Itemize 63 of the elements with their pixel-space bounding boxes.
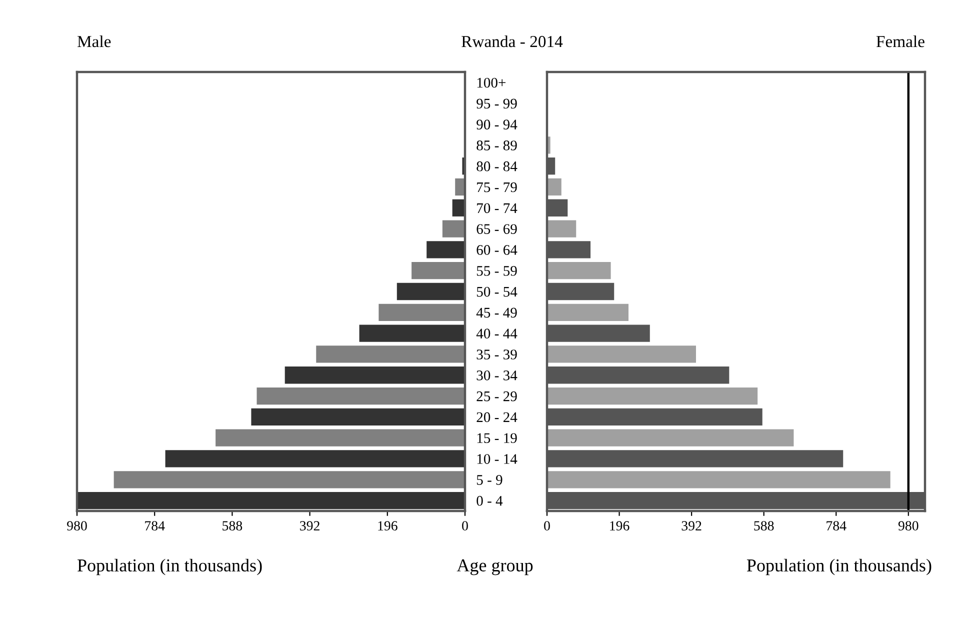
y-tick-label: 60 - 64 — [476, 245, 518, 255]
x-tick-label: 588 — [754, 521, 774, 530]
x-tick-label: 196 — [610, 521, 630, 530]
x-axis-title: Population (in thousands) — [746, 558, 932, 576]
bar — [216, 429, 465, 446]
bar — [426, 241, 465, 258]
text: Female — [876, 35, 924, 48]
y-tick-label: 20 - 24 — [476, 412, 518, 422]
bar — [251, 408, 465, 426]
x-tick-label: 588 — [222, 521, 242, 530]
bar — [547, 304, 628, 321]
y-tick-label: 25 - 29 — [476, 391, 517, 402]
y-tick-label: 80 - 84 — [476, 161, 518, 172]
y-tick-label: 15 - 19 — [477, 433, 517, 444]
x-tick-label: 980 — [67, 521, 87, 530]
bar — [114, 471, 465, 488]
x-axis-title: Population (in thousands) — [78, 558, 262, 576]
x-tick-label: 392 — [300, 521, 320, 530]
bar — [455, 178, 465, 196]
bar — [378, 304, 465, 321]
y-tick-label: 45 - 49 — [476, 308, 517, 318]
x-tick-label: 196 — [378, 521, 398, 530]
bar — [547, 220, 576, 238]
bar — [442, 220, 465, 238]
bar — [165, 450, 465, 468]
y-tick-label: 5 - 9 — [476, 475, 502, 485]
bar — [359, 324, 465, 342]
y-tick-label: 0 - 4 — [476, 496, 503, 506]
bar — [547, 178, 562, 196]
bar — [316, 346, 465, 363]
x-tick-label: 392 — [682, 521, 702, 530]
y-tick-label: 75 - 79 — [477, 182, 517, 192]
bar — [412, 262, 465, 280]
y-tick-label: 95 - 99 — [476, 98, 517, 109]
y-tick-label: 30 - 34 — [476, 370, 518, 380]
bar — [547, 471, 890, 488]
bar — [284, 366, 465, 384]
bar — [547, 262, 611, 280]
bar — [77, 492, 465, 510]
bar — [547, 387, 758, 405]
y-tick-label: 50 - 54 — [476, 286, 518, 297]
y-tick-label: 55 - 59 — [476, 266, 517, 276]
y-tick-label: 70 - 74 — [477, 203, 518, 214]
y-tick-label: 85 - 89 — [476, 140, 517, 150]
y-tick-label: 65 - 69 — [476, 224, 517, 234]
text: Rwanda - 2014 — [462, 35, 563, 48]
y-tick-label: 40 - 44 — [476, 328, 518, 339]
x-tick-label: 980 — [898, 521, 918, 530]
x-tick-label: 784 — [826, 521, 846, 530]
x-tick-label: 0 — [462, 521, 468, 530]
x-tick-label: 784 — [145, 521, 165, 530]
y-tick-label: 35 - 39 — [476, 350, 517, 360]
bar — [256, 387, 465, 405]
y-tick-label: 10 - 14 — [477, 454, 518, 464]
bar — [396, 282, 465, 300]
bar — [452, 199, 465, 216]
y-tick-label: 100+ — [477, 78, 506, 88]
text: Male — [77, 35, 111, 48]
bar — [547, 346, 696, 363]
bar — [547, 429, 794, 446]
y-tick-label: 90 - 94 — [476, 120, 518, 130]
x-tick-label: 0 — [544, 521, 550, 530]
text: Age group — [456, 559, 533, 576]
